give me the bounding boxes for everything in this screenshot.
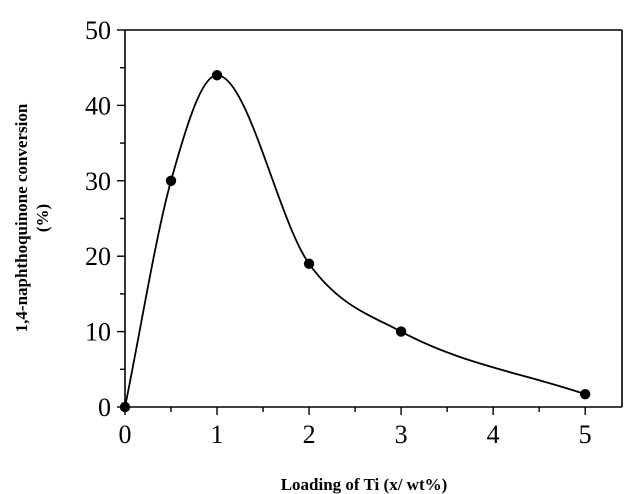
data-point-2 xyxy=(211,70,223,81)
data-points xyxy=(119,70,591,413)
y-tick-label: 50 xyxy=(85,16,111,45)
y-axis-ticks xyxy=(117,29,125,408)
x-tick-label: 2 xyxy=(303,420,316,449)
y-tick-label: 30 xyxy=(85,167,111,196)
data-point-0 xyxy=(119,401,131,413)
x-axis-title: Loading of Ti (x/ wt%) xyxy=(281,475,448,494)
data-point-5 xyxy=(579,388,591,400)
y-axis-title: 1,4-naphthoquinone conversion xyxy=(12,103,31,332)
data-point-3 xyxy=(303,258,315,269)
x-tick-label: 0 xyxy=(119,420,132,449)
x-tick-label: 1 xyxy=(211,420,224,449)
plot-frame xyxy=(124,29,623,408)
x-tick-label: 4 xyxy=(487,420,500,449)
y-axis-tick-labels: 0 10 20 30 40 50 xyxy=(85,16,111,422)
x-tick-label: 5 xyxy=(579,420,592,449)
y-tick-label: 20 xyxy=(85,242,111,271)
series-line xyxy=(124,74,586,408)
y-tick-label: 40 xyxy=(85,91,111,120)
y-tick-label: 0 xyxy=(98,393,111,422)
x-tick-label: 3 xyxy=(395,420,408,449)
y-tick-label: 10 xyxy=(85,318,111,347)
data-point-1 xyxy=(165,175,177,186)
data-point-4 xyxy=(395,326,407,337)
x-axis-ticks xyxy=(124,407,586,415)
y-axis-unit: (%) xyxy=(33,204,52,232)
x-axis-tick-labels: 0 1 2 3 4 5 xyxy=(119,420,592,449)
